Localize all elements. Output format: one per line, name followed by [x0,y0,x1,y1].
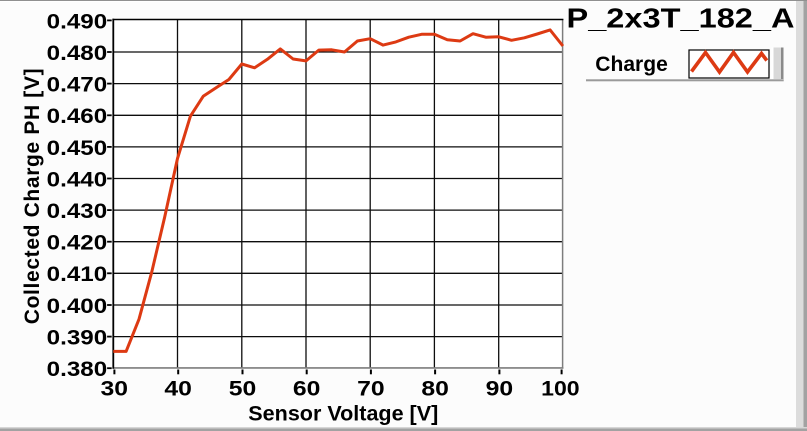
svg-text:90: 90 [486,378,514,401]
svg-text:100: 100 [541,378,580,401]
svg-text:70: 70 [357,378,385,401]
svg-text:30: 30 [101,378,129,401]
svg-text:0.490: 0.490 [47,10,108,33]
svg-text:0.400: 0.400 [47,295,108,318]
svg-text:Sensor Voltage [V]: Sensor Voltage [V] [248,403,438,426]
svg-text:0.480: 0.480 [47,42,108,65]
svg-text:0.450: 0.450 [47,137,108,160]
svg-text:0.380: 0.380 [47,358,108,381]
svg-text:0.440: 0.440 [47,168,108,191]
svg-text:0.420: 0.420 [47,232,108,255]
svg-text:0.460: 0.460 [47,105,108,128]
svg-text:P_2x3T_182_A: P_2x3T_182_A [567,2,795,33]
svg-text:Charge: Charge [595,53,668,76]
svg-text:80: 80 [421,378,449,401]
svg-text:60: 60 [293,378,321,401]
svg-text:Collected Charge PH [V]: Collected Charge PH [V] [21,68,44,325]
svg-text:0.430: 0.430 [47,200,108,223]
svg-text:40: 40 [164,378,192,401]
svg-text:50: 50 [229,378,257,401]
svg-text:0.390: 0.390 [47,327,108,350]
svg-text:0.410: 0.410 [47,263,108,286]
svg-text:0.470: 0.470 [47,74,108,97]
